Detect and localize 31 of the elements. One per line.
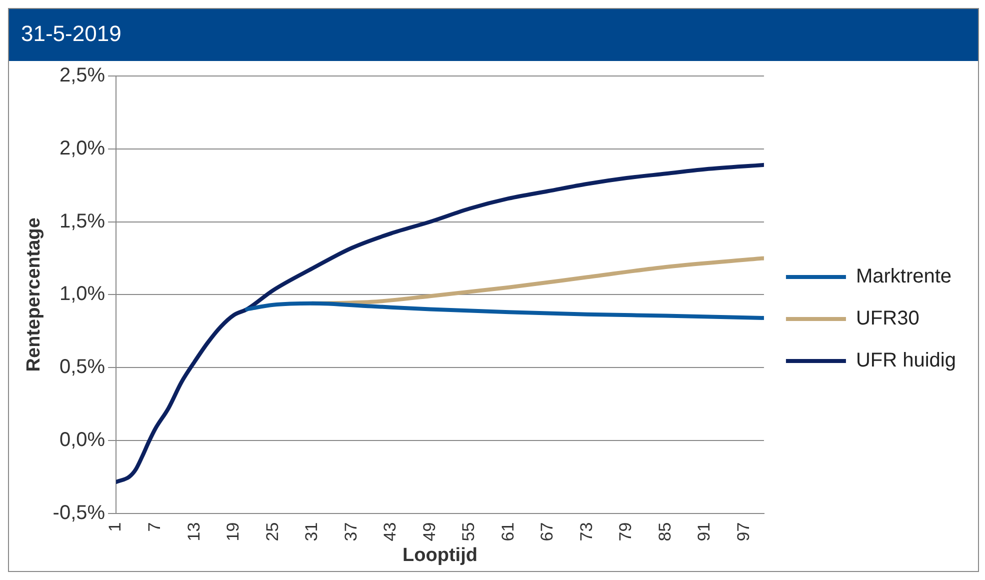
x-tick-label: 43 xyxy=(380,522,400,542)
x-tick-label: 49 xyxy=(420,522,439,542)
line-series xyxy=(244,301,764,320)
x-tick-label: 13 xyxy=(184,522,204,542)
x-tick-label: 19 xyxy=(224,522,243,542)
x-axis-title: Looptijd xyxy=(402,544,478,566)
y-tick-label: 0,5% xyxy=(59,356,106,378)
legend-label: UFR30 xyxy=(856,308,920,330)
x-tick-label: 79 xyxy=(616,522,636,542)
y-tick-label: 2,5% xyxy=(59,64,106,87)
legend-label: Marktrente xyxy=(856,266,952,288)
x-tick-label: 25 xyxy=(262,522,282,542)
x-tick-label: 55 xyxy=(459,522,478,542)
x-tick-label: 61 xyxy=(498,522,518,542)
x-tick-label: 85 xyxy=(655,522,674,542)
x-tick-label: 7 xyxy=(145,522,164,532)
x-tick-label: 31 xyxy=(302,522,322,542)
x-tick-label: 73 xyxy=(576,522,596,542)
y-tick-label: 2,0% xyxy=(59,137,106,160)
y-tick-label: 1,5% xyxy=(59,210,106,232)
x-tick-label: 37 xyxy=(341,522,360,542)
y-tick-label: 1,0% xyxy=(59,283,106,306)
legend-label: UFR huidig xyxy=(856,350,956,372)
x-tick-label: 67 xyxy=(538,522,557,542)
x-tick-label: 1 xyxy=(106,522,125,532)
x-tick-label: 97 xyxy=(734,522,754,542)
x-tick-label: 91 xyxy=(694,522,714,542)
chart-title: 31-5-2019 xyxy=(9,9,978,61)
y-tick-label: -0,5% xyxy=(52,502,106,524)
y-axis-title: Rentepercentage xyxy=(24,218,45,372)
y-tick-label: 0,0% xyxy=(59,428,106,451)
